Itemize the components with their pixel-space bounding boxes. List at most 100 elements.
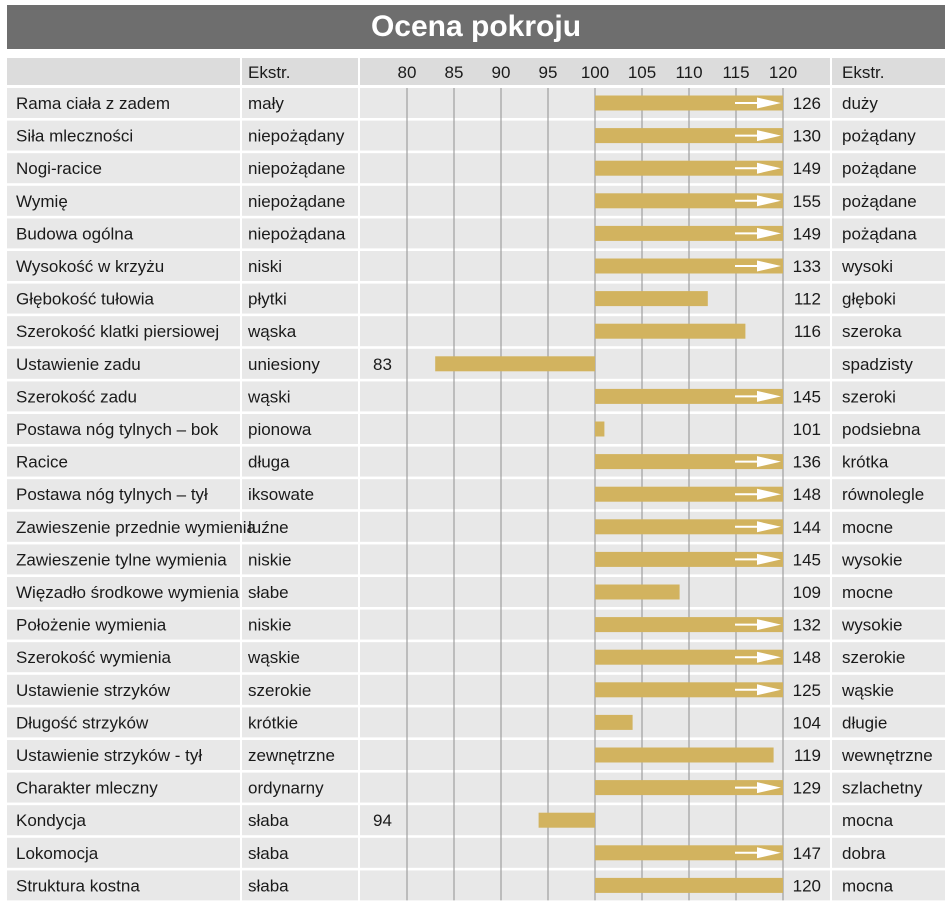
row-cell xyxy=(242,577,358,607)
row-cell xyxy=(7,870,240,901)
trait-label: Racice xyxy=(16,453,68,472)
overflow-arrow-head xyxy=(757,782,781,794)
bar xyxy=(595,95,783,111)
bar xyxy=(595,193,783,209)
low-extreme-label: wąski xyxy=(247,387,291,406)
high-extreme-label: wewnętrzne xyxy=(841,746,933,765)
x-tick-label: 95 xyxy=(539,63,558,82)
value-label: 94 xyxy=(373,811,392,830)
row-cell xyxy=(7,479,240,510)
row-cell xyxy=(7,772,240,803)
row-cell xyxy=(832,642,945,673)
row-cell xyxy=(7,609,240,640)
trait-label: Siła mleczności xyxy=(16,127,133,146)
value-label: 83 xyxy=(373,355,392,374)
low-extreme-label: luźne xyxy=(248,518,289,537)
row-cell xyxy=(832,251,945,281)
high-extreme-label: wysokie xyxy=(841,550,902,569)
trait-label: Szerokość zadu xyxy=(16,387,137,406)
high-extreme-label: mocne xyxy=(842,518,893,537)
low-extreme-label: niepożądana xyxy=(248,224,346,243)
trait-label: Postawa nóg tylnych – bok xyxy=(16,420,219,439)
bar xyxy=(595,845,783,861)
low-extreme-label: niski xyxy=(248,257,282,276)
overflow-arrow-head xyxy=(757,684,781,696)
row-cell xyxy=(242,707,358,738)
high-extreme-label: wysokie xyxy=(841,616,902,635)
high-extreme-label: podsiebna xyxy=(842,420,921,439)
row-cell xyxy=(242,88,358,118)
high-extreme-label: szeroka xyxy=(842,322,902,341)
high-extreme-label: pożądane xyxy=(842,192,917,211)
high-extreme-label: długie xyxy=(842,713,887,732)
bar xyxy=(538,812,595,828)
row-cell xyxy=(242,348,358,379)
trait-label: Postawa nóg tylnych – tył xyxy=(16,485,208,504)
overflow-arrow-head xyxy=(757,227,781,239)
row-cell xyxy=(242,511,358,542)
row-cell xyxy=(7,185,240,216)
row-cell xyxy=(7,740,240,770)
row-cell xyxy=(7,837,240,868)
low-extreme-label: niskie xyxy=(248,550,291,569)
row-cell xyxy=(7,511,240,542)
low-extreme-label: niskie xyxy=(248,616,291,635)
low-extreme-label: szerokie xyxy=(248,681,311,700)
trait-label: Lokomocja xyxy=(16,844,99,863)
trait-label: Struktura kostna xyxy=(16,876,140,895)
bar xyxy=(595,551,783,567)
high-extreme-label: szlachetny xyxy=(842,779,923,798)
row-cell xyxy=(832,185,945,216)
value-label: 133 xyxy=(793,257,821,276)
trait-label: Długość strzyków xyxy=(16,713,149,732)
row-cell xyxy=(832,609,945,640)
bar xyxy=(595,454,783,470)
row-cell xyxy=(7,805,240,836)
x-tick-label: 90 xyxy=(492,63,511,82)
row-cell xyxy=(832,446,945,477)
high-extreme-label: dobra xyxy=(842,844,886,863)
high-extreme-label: krótka xyxy=(842,453,889,472)
value-label: 126 xyxy=(793,94,821,113)
high-extreme-label: pożądana xyxy=(842,224,917,243)
row-cell xyxy=(7,88,240,118)
x-tick-label: 85 xyxy=(445,63,464,82)
row-cell xyxy=(7,251,240,281)
header-ekstr-left: Ekstr. xyxy=(248,63,291,82)
bar xyxy=(595,421,605,437)
overflow-arrow-head xyxy=(757,260,781,272)
low-extreme-label: słaba xyxy=(248,844,289,863)
value-label: 148 xyxy=(793,485,821,504)
row-cell xyxy=(242,120,358,151)
overflow-arrow-head xyxy=(757,97,781,109)
row-cell xyxy=(7,707,240,738)
value-label: 147 xyxy=(793,844,821,863)
overflow-arrow-head xyxy=(757,521,781,533)
trait-label: Szerokość klatki piersiowej xyxy=(16,322,219,341)
bar xyxy=(595,323,746,339)
overflow-arrow-head xyxy=(757,553,781,565)
bar xyxy=(595,877,783,893)
high-extreme-label: pożądany xyxy=(842,127,916,146)
bar xyxy=(595,714,633,730)
low-extreme-label: zewnętrzne xyxy=(248,746,335,765)
row-cell xyxy=(7,120,240,151)
low-extreme-label: uniesiony xyxy=(248,355,320,374)
row-cell xyxy=(832,805,945,836)
low-extreme-label: słaba xyxy=(248,876,289,895)
trait-label: Budowa ogólna xyxy=(16,224,134,243)
trait-label: Ustawienie zadu xyxy=(16,355,141,374)
bar xyxy=(595,258,783,274)
trait-label: Zawieszenie przednie wymienia xyxy=(16,518,257,537)
low-extreme-label: płytki xyxy=(248,290,287,309)
value-label: 112 xyxy=(794,290,821,309)
trait-label: Kondycja xyxy=(16,811,86,830)
overflow-arrow-head xyxy=(757,651,781,663)
bar xyxy=(595,160,783,176)
trait-label: Wymię xyxy=(16,192,68,211)
header-cell xyxy=(832,58,945,85)
low-extreme-label: wąska xyxy=(247,322,297,341)
row-cell xyxy=(7,218,240,249)
header-cell xyxy=(242,58,358,85)
